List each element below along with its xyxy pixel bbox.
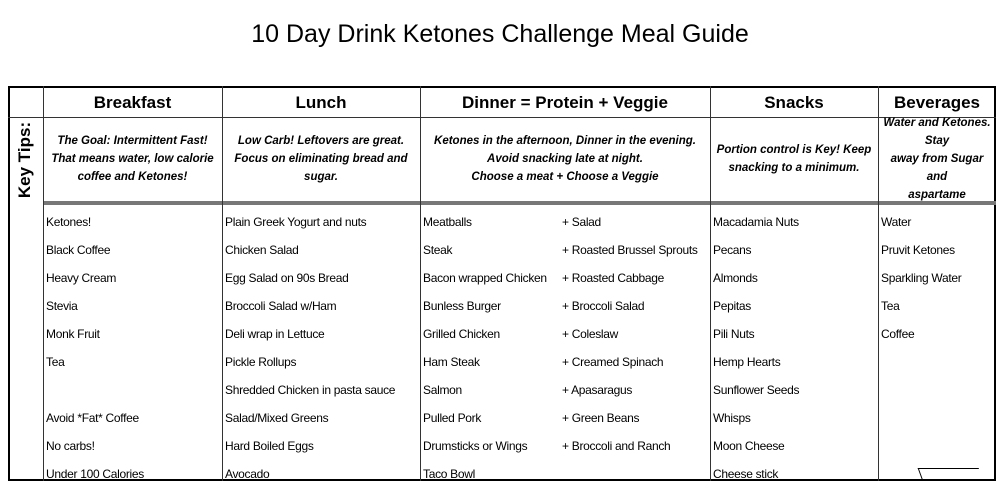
list-item: Salmon bbox=[423, 383, 462, 397]
veggie-item: + Apasaragus bbox=[562, 383, 633, 397]
column-divider bbox=[420, 86, 421, 481]
page-title: 10 Day Drink Ketones Challenge Meal Guid… bbox=[251, 20, 749, 48]
column-tip: Low Carb! Leftovers are great. Focus on … bbox=[222, 118, 420, 200]
veggie-item: + Coleslaw bbox=[562, 327, 619, 341]
list-item: Taco Bowl bbox=[423, 467, 475, 481]
column-header: Breakfast bbox=[93, 93, 172, 112]
list-item: Avocado bbox=[225, 467, 270, 481]
divider bbox=[8, 117, 996, 118]
column-header: Dinner = Protein + Veggie bbox=[462, 93, 668, 112]
list-item: Heavy Cream bbox=[46, 271, 117, 285]
list-item: Bacon wrapped Chicken bbox=[423, 271, 547, 285]
veggie-item: + Roasted Cabbage bbox=[562, 271, 664, 285]
list-item: Broccoli Salad w/Ham bbox=[225, 299, 337, 313]
list-item: Bunless Burger bbox=[423, 299, 501, 313]
list-item: Black Coffee bbox=[46, 243, 111, 257]
list-item: Whisps bbox=[713, 411, 751, 425]
banner-shape bbox=[917, 468, 984, 481]
veggie-item: + Roasted Brussel Sprouts bbox=[562, 243, 698, 257]
column-header: Lunch bbox=[295, 93, 347, 112]
column-divider bbox=[222, 86, 223, 481]
column-header: Snacks bbox=[764, 93, 824, 112]
list-item: Cheese stick bbox=[713, 467, 779, 481]
veggie-item: + Broccoli and Ranch bbox=[562, 439, 671, 453]
list-item: Ham Steak bbox=[423, 355, 480, 369]
list-item: Plain Greek Yogurt and nuts bbox=[225, 215, 367, 229]
veggie-item: + Green Beans bbox=[562, 411, 640, 425]
divider bbox=[43, 201, 996, 205]
list-item: Avoid *Fat* Coffee bbox=[46, 411, 139, 425]
list-item: Stevia bbox=[46, 299, 78, 313]
tip-text: The Goal: Intermittent Fast! That means … bbox=[51, 135, 214, 183]
list-item: Drumsticks or Wings bbox=[423, 439, 528, 453]
column-tip: Water and Ketones. Stay away from Sugar … bbox=[878, 117, 996, 201]
tip-text: Ketones in the afternoon, Dinner in the … bbox=[434, 135, 696, 183]
list-item: Tea bbox=[881, 299, 900, 313]
list-item: Ketones! bbox=[46, 215, 91, 229]
list-item: Meatballs bbox=[423, 215, 472, 229]
list-item: Water bbox=[881, 215, 912, 229]
list-item: Steak bbox=[423, 243, 453, 257]
column-header: Beverages bbox=[893, 93, 980, 112]
list-item: Chicken Salad bbox=[225, 243, 299, 257]
list-item: Under 100 Calories bbox=[46, 467, 144, 481]
column-tip: Portion control is Key! Keep snacking to… bbox=[710, 118, 878, 200]
list-item: Pecans bbox=[713, 243, 752, 257]
list-item: Macadamia Nuts bbox=[713, 215, 799, 229]
list-item: Hemp Hearts bbox=[713, 355, 781, 369]
list-item: Tea bbox=[46, 355, 65, 369]
tip-text: Low Carb! Leftovers are great. Focus on … bbox=[234, 135, 408, 183]
column-divider bbox=[710, 86, 711, 481]
column-divider bbox=[878, 86, 879, 481]
list-item: Grilled Chicken bbox=[423, 327, 500, 341]
list-item: Hard Boiled Eggs bbox=[225, 439, 314, 453]
list-item: Monk Fruit bbox=[46, 327, 100, 341]
list-item: Pulled Pork bbox=[423, 411, 482, 425]
key-tips-label: Key Tips: bbox=[4, 120, 46, 200]
list-item: Pickle Rollups bbox=[225, 355, 297, 369]
column-divider bbox=[43, 86, 44, 481]
veggie-item: + Broccoli Salad bbox=[562, 299, 645, 313]
list-item: Almonds bbox=[713, 271, 758, 285]
column-tip: The Goal: Intermittent Fast! That means … bbox=[43, 118, 222, 200]
list-item: Pili Nuts bbox=[713, 327, 755, 341]
column-tip: Ketones in the afternoon, Dinner in the … bbox=[420, 118, 710, 200]
tip-text: Portion control is Key! Keep snacking to… bbox=[716, 144, 872, 174]
list-item: Coffee bbox=[881, 327, 915, 341]
list-item: Pepitas bbox=[713, 299, 751, 313]
veggie-item: + Salad bbox=[562, 215, 601, 229]
list-item: Sunflower Seeds bbox=[713, 383, 800, 397]
list-item: Pruvit Ketones bbox=[881, 243, 955, 257]
list-item: Moon Cheese bbox=[713, 439, 785, 453]
list-item: Sparkling Water bbox=[881, 271, 962, 285]
list-item: Salad/Mixed Greens bbox=[225, 411, 329, 425]
list-item: Shredded Chicken in pasta sauce bbox=[225, 383, 396, 397]
key-tips-text: Key Tips: bbox=[15, 121, 34, 199]
tip-text: Water and Ketones. Stay away from Sugar … bbox=[883, 117, 991, 201]
list-item: Deli wrap in Lettuce bbox=[225, 327, 325, 341]
list-item: No carbs! bbox=[46, 439, 95, 453]
list-item: Egg Salad on 90s Bread bbox=[225, 271, 349, 285]
veggie-item: + Creamed Spinach bbox=[562, 355, 664, 369]
